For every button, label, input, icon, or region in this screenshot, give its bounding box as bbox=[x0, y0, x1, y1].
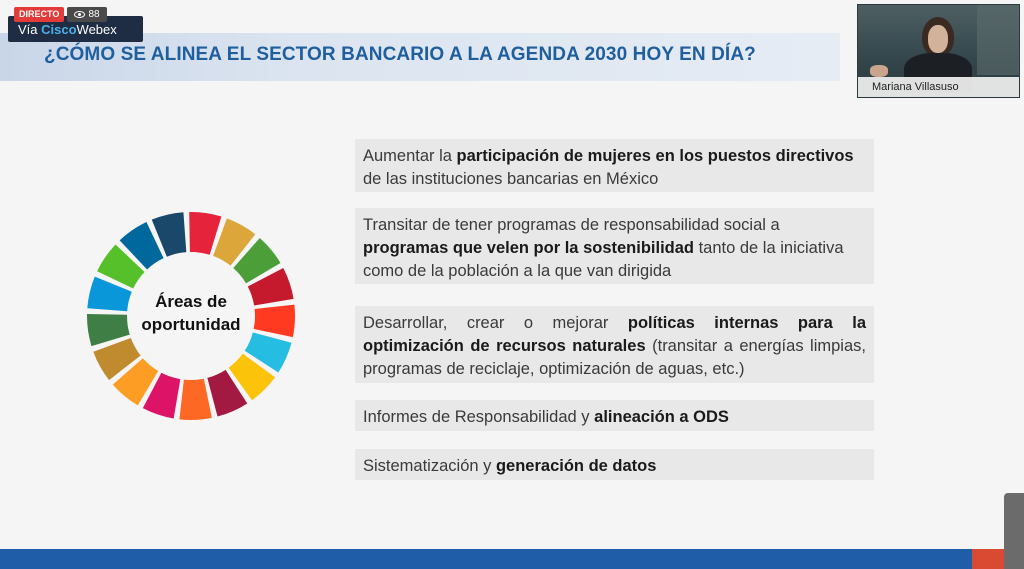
viewer-count-value: 88 bbox=[88, 9, 100, 20]
opportunity-card-3: Desarrollar, crear o mejorar políticas i… bbox=[355, 306, 874, 383]
card-text: (transitar a energías limpias, programas… bbox=[363, 337, 866, 378]
opportunity-card-1: Aumentar la participación de mujeres en … bbox=[355, 139, 874, 192]
participant-name: Mariana Villasuso bbox=[858, 77, 1019, 97]
video-window bbox=[977, 5, 1019, 75]
sdg-segment bbox=[189, 212, 222, 255]
card-bold-text: alineación a ODS bbox=[594, 408, 729, 426]
sdg-segment bbox=[112, 358, 159, 406]
wheel-label-line1: Áreas de bbox=[155, 292, 227, 311]
participant-hand bbox=[870, 65, 888, 77]
card-text: Aumentar la bbox=[363, 147, 457, 165]
card-text: de las instituciones bancarias en México bbox=[363, 170, 659, 188]
sdg-segment bbox=[228, 353, 276, 401]
participant-face bbox=[928, 25, 948, 53]
sdg-segment bbox=[97, 244, 145, 289]
card-text: Transitar de tener programas de responsa… bbox=[363, 216, 780, 234]
sdg-segment bbox=[253, 304, 295, 338]
sdg-segment bbox=[179, 378, 212, 420]
sdg-segment bbox=[247, 268, 294, 306]
sdg-segment bbox=[87, 313, 130, 347]
opportunity-card-5: Sistematización y generación de datos bbox=[355, 449, 874, 480]
banner-cisco: Cisco bbox=[41, 22, 77, 37]
sdg-segment bbox=[142, 372, 181, 419]
sdg-wheel bbox=[87, 212, 295, 420]
wheel-center bbox=[129, 254, 253, 378]
wheel-label-line2: oportunidad bbox=[141, 315, 241, 334]
eye-icon bbox=[74, 11, 86, 18]
slide-title: ¿CÓMO SE ALINEA EL SECTOR BANCARIO A LA … bbox=[44, 44, 756, 65]
card-bold-text: generación de datos bbox=[495, 457, 657, 475]
card-bold-text: participación de mujeres en los puestos … bbox=[456, 147, 854, 165]
opportunity-card-4: Informes de Responsabilidad y alineación… bbox=[355, 400, 874, 431]
side-panel-tab[interactable] bbox=[1004, 493, 1024, 569]
opportunity-card-2: Transitar de tener programas de responsa… bbox=[355, 208, 874, 284]
card-text: Informes de Responsabilidad y bbox=[363, 408, 595, 426]
participant-video-tile[interactable]: Mariana Villasuso bbox=[857, 4, 1020, 98]
sdg-segment bbox=[207, 369, 248, 417]
banner-via: Vía bbox=[18, 22, 42, 37]
sdg-segment bbox=[213, 218, 256, 266]
card-text: Desarrollar, crear o mejorar bbox=[363, 314, 628, 332]
card-bold-text: programas que velen por la sostenibilida… bbox=[363, 239, 694, 257]
sdg-segment bbox=[87, 276, 132, 312]
viewer-count: 88 bbox=[67, 7, 107, 22]
card-bold-text: políticas internas para la optimización … bbox=[363, 314, 866, 355]
footer-accent bbox=[972, 549, 1006, 569]
live-badge: DIRECTO bbox=[14, 7, 65, 22]
sdg-segment bbox=[151, 212, 187, 257]
card-text: tanto de la iniciativa como de la poblac… bbox=[363, 239, 844, 280]
footer-bar bbox=[0, 549, 972, 569]
sdg-segment bbox=[93, 337, 141, 381]
banner-webex: Webex bbox=[76, 22, 117, 37]
sdg-segment bbox=[119, 222, 164, 270]
card-text: Sistematización y bbox=[363, 457, 496, 475]
sdg-segment bbox=[244, 332, 292, 373]
wheel-center-label: Áreas de oportunidad bbox=[121, 290, 261, 336]
sdg-segment bbox=[233, 237, 281, 284]
